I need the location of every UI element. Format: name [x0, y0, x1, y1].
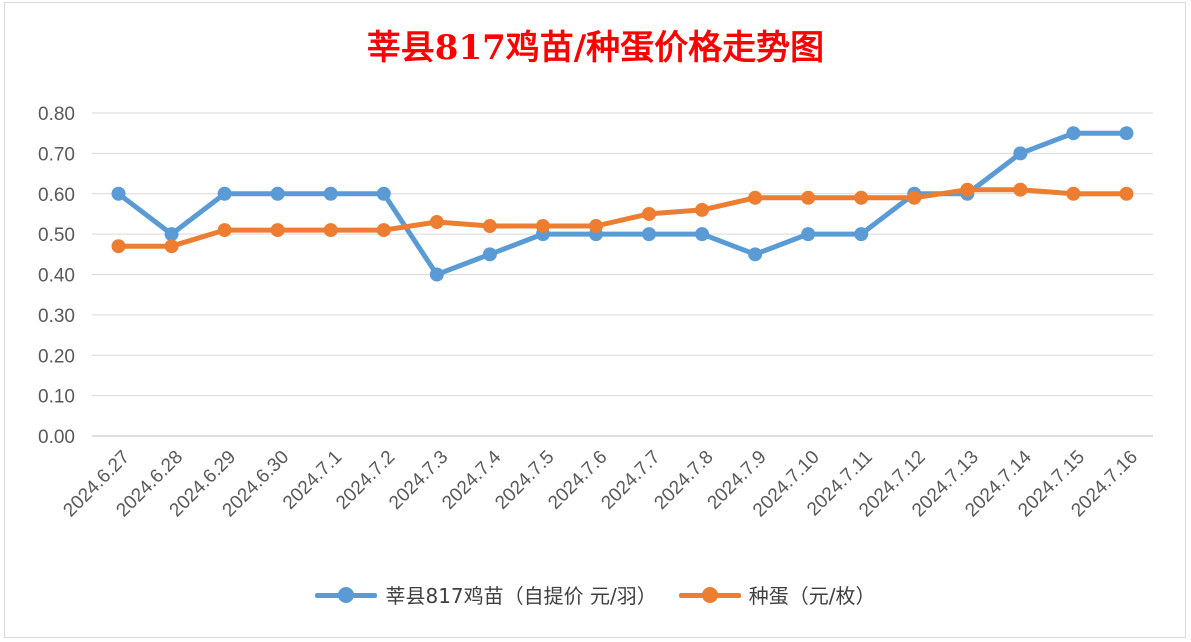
data-point-series-0 — [642, 227, 657, 242]
data-point-series-0 — [482, 247, 497, 262]
data-point-series-1 — [376, 223, 391, 238]
legend-label-chicks: 莘县817鸡苗（自提价 元/羽） — [385, 584, 657, 608]
data-point-series-0 — [323, 186, 338, 201]
data-point-series-1 — [482, 219, 497, 234]
data-point-series-1 — [642, 206, 657, 221]
y-tick-label: 0.50 — [38, 225, 75, 246]
data-point-series-1 — [1066, 186, 1081, 201]
y-tick-label: 0.10 — [38, 387, 75, 408]
data-point-series-0 — [111, 186, 126, 201]
data-point-series-0 — [1013, 146, 1028, 161]
series-line-1 — [116, 187, 1129, 249]
data-point-series-1 — [164, 239, 179, 254]
data-point-series-0 — [854, 227, 869, 242]
y-tick-label: 0.00 — [38, 427, 75, 448]
data-point-series-1 — [907, 190, 922, 205]
data-point-series-0 — [376, 186, 391, 201]
chart-frame — [4, 2, 1186, 638]
data-point-series-1 — [748, 190, 763, 205]
data-point-series-1 — [535, 219, 550, 234]
data-point-series-0 — [1119, 126, 1134, 141]
data-point-series-1 — [801, 190, 816, 205]
data-point-series-0 — [164, 227, 179, 242]
data-point-series-1 — [323, 223, 338, 238]
data-point-series-1 — [695, 202, 710, 217]
data-point-series-0 — [270, 186, 285, 201]
data-point-series-1 — [217, 223, 232, 238]
data-point-series-0 — [695, 227, 710, 242]
data-point-series-1 — [111, 239, 126, 254]
chart-legend: 莘县817鸡苗（自提价 元/羽） 种蛋（元/枚） — [0, 580, 1191, 609]
data-point-series-1 — [960, 182, 975, 197]
legend-item-eggs: 种蛋（元/枚） — [678, 580, 876, 609]
data-point-series-1 — [270, 223, 285, 238]
data-point-series-0 — [748, 247, 763, 262]
series-line-0 — [116, 130, 1129, 277]
data-point-series-1 — [588, 219, 603, 234]
y-tick-label: 0.40 — [38, 266, 75, 287]
data-point-series-0 — [801, 227, 816, 242]
data-point-series-1 — [1119, 186, 1134, 201]
legend-item-chicks: 莘县817鸡苗（自提价 元/羽） — [315, 580, 657, 609]
y-tick-label: 0.20 — [38, 346, 75, 367]
y-tick-label: 0.60 — [38, 185, 75, 206]
legend-label-eggs: 种蛋（元/枚） — [748, 584, 876, 608]
data-point-series-1 — [854, 190, 869, 205]
legend-swatch-chicks — [315, 583, 378, 607]
y-tick-label: 0.80 — [38, 104, 75, 125]
chart-title: 莘县817鸡苗/种蛋价格走势图 — [366, 28, 825, 68]
y-tick-label: 0.30 — [38, 306, 75, 327]
data-point-series-0 — [429, 267, 444, 282]
data-point-series-0 — [217, 186, 232, 201]
data-point-series-1 — [1013, 182, 1028, 197]
data-point-series-1 — [429, 215, 444, 230]
y-tick-label: 0.70 — [38, 144, 75, 165]
legend-swatch-eggs — [678, 583, 741, 607]
data-point-series-0 — [1066, 126, 1081, 141]
